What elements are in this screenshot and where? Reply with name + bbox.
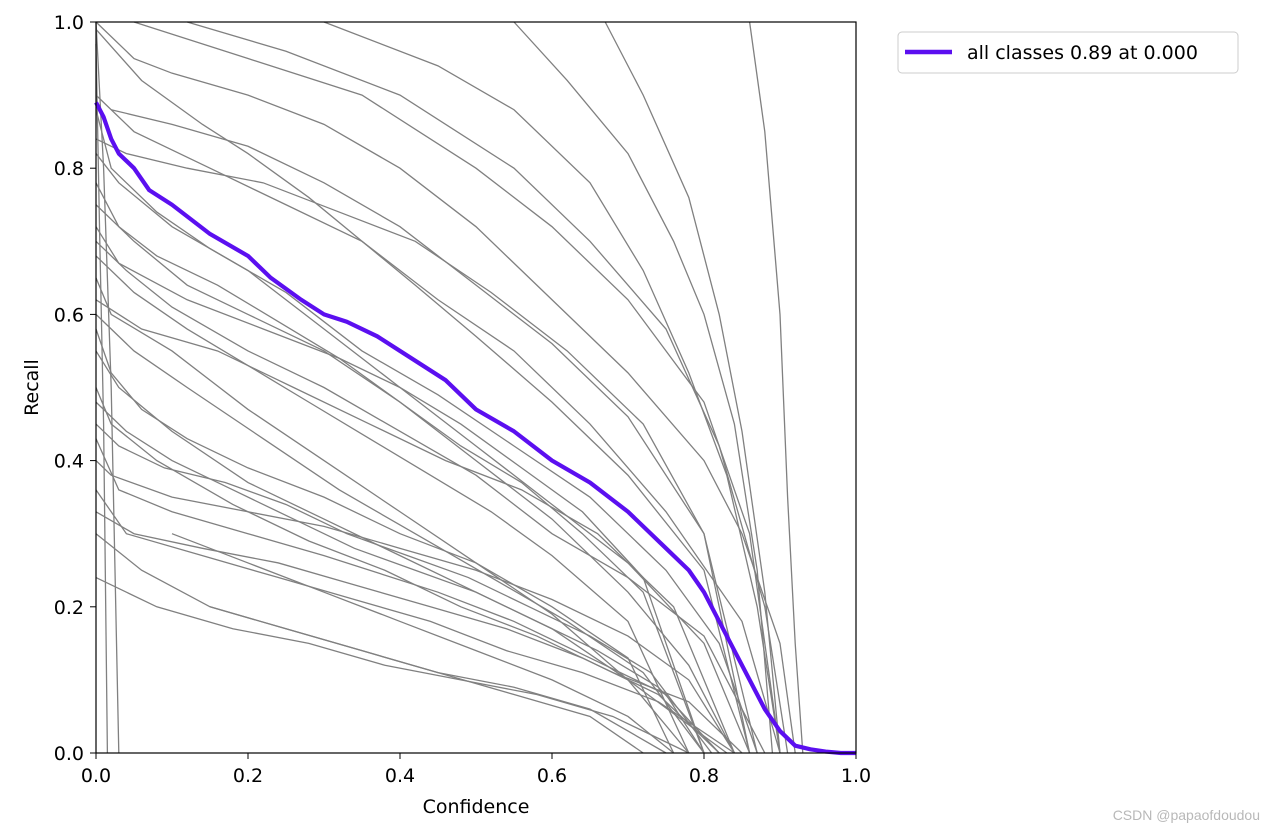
class-curve-16 bbox=[323, 21, 781, 754]
per-class-curves bbox=[95, 21, 804, 754]
class-curve-25 bbox=[95, 138, 751, 754]
y-tick-label: 1.0 bbox=[54, 12, 84, 34]
class-curve-23 bbox=[95, 328, 675, 754]
x-tick-label: 1.0 bbox=[841, 765, 871, 787]
class-curve-31 bbox=[95, 423, 713, 754]
x-tick-label: 0.6 bbox=[537, 765, 567, 787]
class-curve-10 bbox=[95, 438, 705, 754]
class-curve-15 bbox=[187, 21, 789, 754]
y-tick-label: 0.4 bbox=[54, 451, 84, 473]
x-axis-title: Confidence bbox=[423, 796, 530, 818]
y-tick-label: 0.8 bbox=[54, 158, 84, 180]
class-curve-33 bbox=[209, 606, 644, 754]
class-curve-11 bbox=[95, 489, 735, 754]
class-curve-30 bbox=[95, 511, 720, 754]
class-curve-0 bbox=[95, 21, 796, 754]
class-curve-17 bbox=[513, 21, 774, 754]
class-curve-35 bbox=[95, 43, 109, 754]
class-curve-20 bbox=[95, 28, 751, 754]
all-classes-curve bbox=[94, 101, 856, 756]
watermark: CSDN @papaofdoudou bbox=[1112, 807, 1260, 823]
y-tick-label: 0.2 bbox=[54, 597, 84, 619]
y-tick-label: 0.0 bbox=[54, 743, 84, 765]
class-curve-9 bbox=[95, 387, 743, 754]
plot-frame bbox=[95, 21, 857, 754]
class-curve-13 bbox=[95, 576, 690, 754]
class-curve-34 bbox=[95, 21, 120, 754]
class-curve-1 bbox=[95, 94, 781, 754]
class-curve-7 bbox=[95, 313, 705, 754]
x-tick-label: 0.4 bbox=[385, 765, 415, 787]
class-curve-5 bbox=[95, 240, 766, 754]
y-axis-title: Recall bbox=[21, 359, 43, 416]
class-curve-32 bbox=[171, 533, 675, 754]
y-axis-ticks: 0.0 0.2 0.4 0.6 0.8 1.0 bbox=[54, 12, 96, 765]
class-curve-12 bbox=[95, 533, 667, 754]
class-curve-21 bbox=[95, 182, 705, 754]
class-curve-18 bbox=[604, 21, 781, 754]
class-curve-28 bbox=[95, 226, 705, 754]
legend-label: all classes 0.89 at 0.000 bbox=[967, 42, 1198, 64]
x-tick-label: 0.8 bbox=[689, 765, 719, 787]
class-curve-24 bbox=[95, 401, 720, 754]
x-tick-label: 0.2 bbox=[233, 765, 263, 787]
class-curve-29 bbox=[95, 460, 735, 754]
legend: all classes 0.89 at 0.000 bbox=[897, 31, 1239, 74]
class-curve-19 bbox=[748, 21, 804, 754]
class-curve-26 bbox=[111, 109, 758, 754]
class-curve-14 bbox=[133, 21, 781, 754]
x-axis-ticks: 0.0 0.2 0.4 0.6 0.8 1.0 bbox=[81, 753, 871, 787]
class-curve-2 bbox=[95, 109, 758, 754]
all-classes-curve-layer bbox=[94, 101, 856, 756]
class-curve-22 bbox=[95, 255, 690, 754]
y-tick-label: 0.6 bbox=[54, 304, 84, 326]
x-tick-label: 0.0 bbox=[81, 765, 111, 787]
legend-box bbox=[897, 31, 1239, 74]
